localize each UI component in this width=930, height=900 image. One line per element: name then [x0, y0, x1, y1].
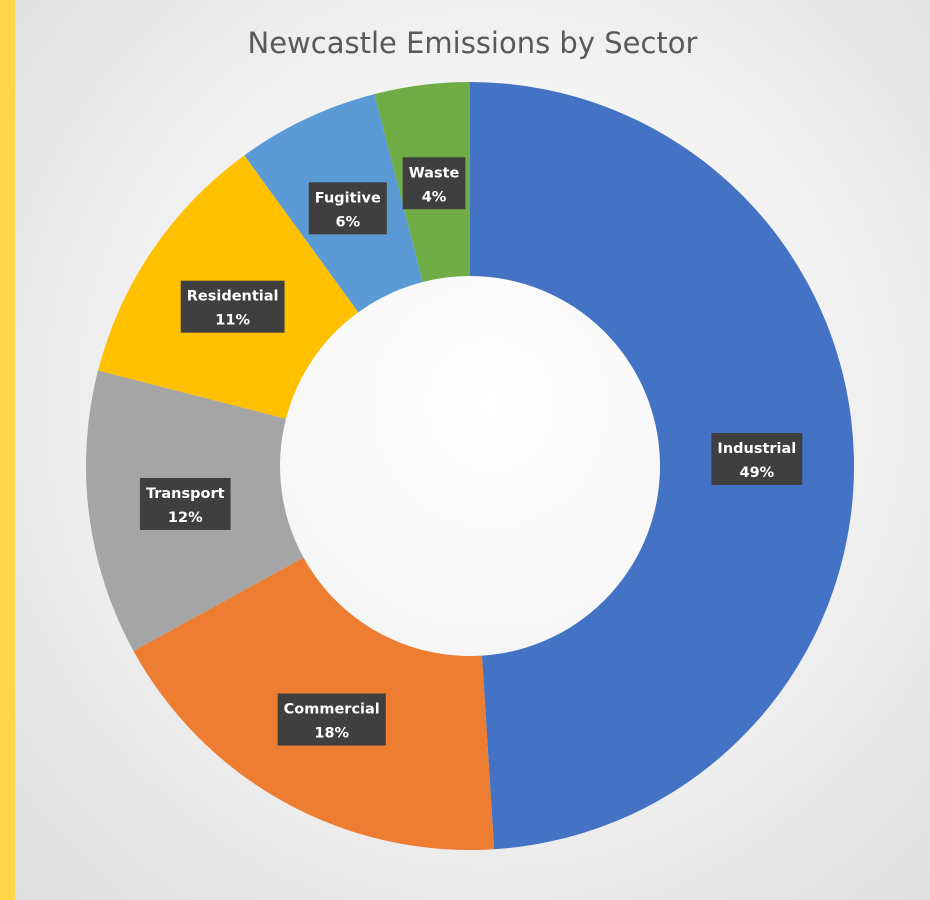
data-label-fugitive: Fugitive 6%	[308, 182, 387, 235]
data-label-name: Transport	[146, 486, 225, 502]
data-label-commercial: Commercial 18%	[277, 693, 386, 746]
data-label-value: 18%	[314, 726, 349, 742]
data-label-name: Industrial	[717, 441, 796, 457]
data-label-industrial: Industrial 49%	[711, 432, 803, 485]
data-label-box	[180, 280, 285, 333]
data-label-value: 4%	[422, 189, 447, 205]
data-label-value: 12%	[168, 510, 203, 526]
data-label-value: 6%	[335, 214, 360, 230]
data-label-name: Residential	[187, 289, 279, 305]
data-label-value: 11%	[215, 313, 250, 329]
data-label-name: Commercial	[284, 702, 380, 718]
chart-title: Newcastle Emissions by Sector	[247, 26, 698, 60]
data-label-box	[308, 182, 387, 235]
data-label-name: Fugitive	[315, 190, 381, 206]
data-label-waste: Waste 4%	[402, 157, 466, 210]
data-label-box	[139, 477, 231, 530]
data-label-name: Waste	[409, 165, 460, 181]
data-label-transport: Transport 12%	[139, 477, 231, 530]
chart-area: Newcastle Emissions by Sector Industrial…	[15, 0, 930, 900]
slice-industrial	[470, 82, 854, 850]
data-label-box	[402, 157, 466, 210]
data-label-value: 49%	[739, 465, 774, 481]
data-label-residential: Residential 11%	[180, 280, 285, 333]
data-label-box	[277, 693, 386, 746]
data-label-box	[711, 432, 803, 485]
donut-chart: Industrial 49% Commercial 18% Transport 12% Re…	[86, 82, 854, 850]
